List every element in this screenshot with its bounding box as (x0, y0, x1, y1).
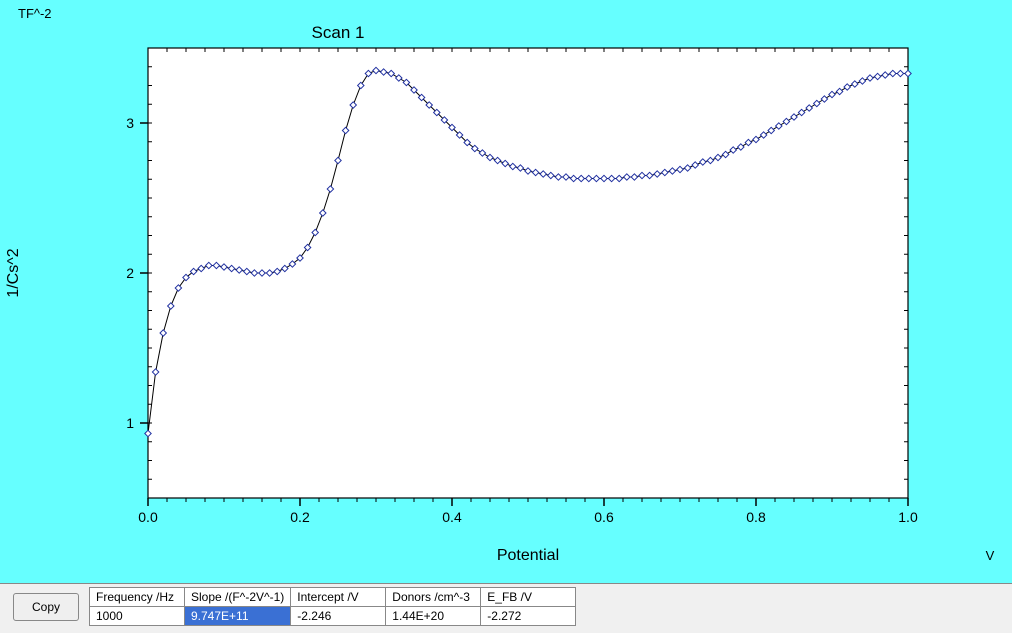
table-cell[interactable]: -2.246 (291, 607, 386, 626)
table-row[interactable]: 10009.747E+11-2.2461.44E+20-2.272 (90, 607, 576, 626)
data-table[interactable]: Frequency /HzSlope /(F^-2V^-1)Intercept … (89, 587, 576, 626)
copy-button[interactable]: Copy (13, 593, 79, 621)
table-cell[interactable]: -2.272 (481, 607, 576, 626)
chart-area: 0.0 0.2 0.4 0.6 0.8 1.0 1 2 3 Scan 1 Potential V 1/C… (0, 0, 1012, 583)
table-cell[interactable]: 1.44E+20 (386, 607, 481, 626)
svg-text:3: 3 (126, 115, 134, 131)
svg-text:0.6: 0.6 (594, 509, 614, 525)
bottom-panel: Copy Frequency /HzSlope /(F^-2V^-1)Inter… (0, 583, 1012, 633)
svg-text:Potential: Potential (497, 547, 559, 564)
chart-svg: 0.0 0.2 0.4 0.6 0.8 1.0 1 2 3 Scan 1 Potential V 1/C… (0, 0, 1012, 583)
table-header[interactable]: Slope /(F^-2V^-1) (185, 588, 291, 607)
svg-text:0.0: 0.0 (138, 509, 158, 525)
svg-text:TF^-2: TF^-2 (18, 6, 52, 21)
table-header[interactable]: Intercept /V (291, 588, 386, 607)
table-cell[interactable]: 1000 (90, 607, 185, 626)
table-header[interactable]: E_FB /V (481, 588, 576, 607)
svg-text:1: 1 (126, 415, 134, 431)
svg-text:V: V (986, 548, 995, 563)
svg-text:1/Cs^2: 1/Cs^2 (5, 248, 22, 297)
svg-text:0.2: 0.2 (290, 509, 310, 525)
table-header[interactable]: Frequency /Hz (90, 588, 185, 607)
svg-text:Scan 1: Scan 1 (312, 23, 365, 42)
svg-text:0.4: 0.4 (442, 509, 462, 525)
table-header[interactable]: Donors /cm^-3 (386, 588, 481, 607)
svg-text:2: 2 (126, 265, 134, 281)
table-cell[interactable]: 9.747E+11 (185, 607, 291, 626)
svg-text:1.0: 1.0 (898, 509, 918, 525)
svg-text:0.8: 0.8 (746, 509, 766, 525)
